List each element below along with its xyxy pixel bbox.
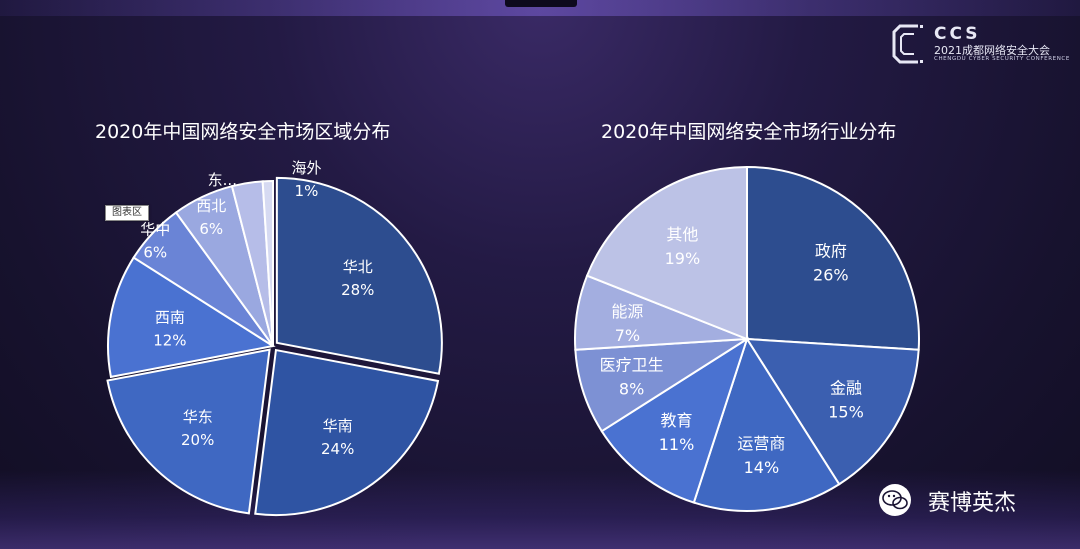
industry-slice-2[interactable] [692, 336, 841, 512]
region-value-3: 12% [153, 331, 186, 349]
region-label-7: 海外 [291, 159, 321, 177]
industry-slice-0[interactable] [746, 165, 920, 351]
industry-label-6: 其他 [666, 225, 698, 244]
industry-label-0: 政府 [815, 241, 847, 260]
industry-slice-6[interactable] [585, 165, 748, 341]
industry-label-1: 金融 [830, 379, 862, 398]
industry-label-2: 运营商 [737, 434, 785, 453]
region-label-5: 西北 [196, 197, 226, 215]
industry-value-2: 14% [744, 458, 780, 477]
region-slice-1[interactable] [254, 348, 440, 517]
top-notch [505, 0, 577, 7]
region-label-6: 东... [208, 171, 237, 189]
region-slice-0[interactable] [275, 176, 443, 375]
ccs-logo: CCS 2021成都网络安全大会 CHENGDU CYBER SECURITY … [888, 22, 1070, 72]
logo-subtitle-en: CHENGDU CYBER SECURITY CONFERENCE [934, 56, 1070, 62]
industry-chart-title: 2020年中国网络安全市场行业分布 [601, 121, 897, 143]
region-label-4: 华中 [140, 221, 170, 239]
watermark-text: 赛博英杰 [928, 491, 1017, 516]
region-value-1: 24% [321, 440, 354, 458]
region-value-5: 6% [199, 220, 223, 238]
industry-value-5: 7% [615, 326, 640, 345]
top-glow-bar [0, 0, 1080, 16]
region-label-1: 华南 [323, 417, 353, 435]
industry-value-1: 15% [828, 403, 864, 422]
region-label-0: 华北 [343, 258, 373, 276]
wechat-icon [879, 484, 911, 516]
logo-subtitle: 2021成都网络安全大会 [934, 44, 1050, 57]
industry-value-0: 26% [813, 265, 849, 284]
industry-label-3: 教育 [661, 411, 693, 430]
region-chart-title: 2020年中国网络安全市场区域分布 [95, 121, 391, 143]
region-value-4: 6% [143, 244, 167, 262]
region-value-2: 20% [181, 431, 214, 449]
region-label-2: 华东 [183, 408, 213, 426]
region-slice-7[interactable] [261, 179, 274, 347]
industry-slice-1[interactable] [745, 337, 920, 486]
industry-label-4: 医疗卫生 [600, 356, 664, 375]
region-value-0: 28% [341, 281, 374, 299]
chart-area-tooltip: 图表区 [105, 205, 149, 221]
industry-label-5: 能源 [611, 302, 643, 321]
industry-value-3: 11% [659, 435, 695, 454]
wechat-watermark: 赛博英杰 [878, 483, 1068, 517]
region-value-7: 1% [295, 182, 319, 200]
industry-value-4: 8% [619, 380, 644, 399]
region-slice-3[interactable] [107, 256, 276, 379]
industry-slice-3[interactable] [600, 336, 749, 504]
region-label-3: 西南 [155, 308, 185, 326]
ccs-bracket-icon [892, 24, 923, 64]
industry-value-6: 19% [665, 249, 701, 268]
region-slice-2[interactable] [106, 348, 271, 515]
logo-text: CCS [934, 24, 981, 44]
